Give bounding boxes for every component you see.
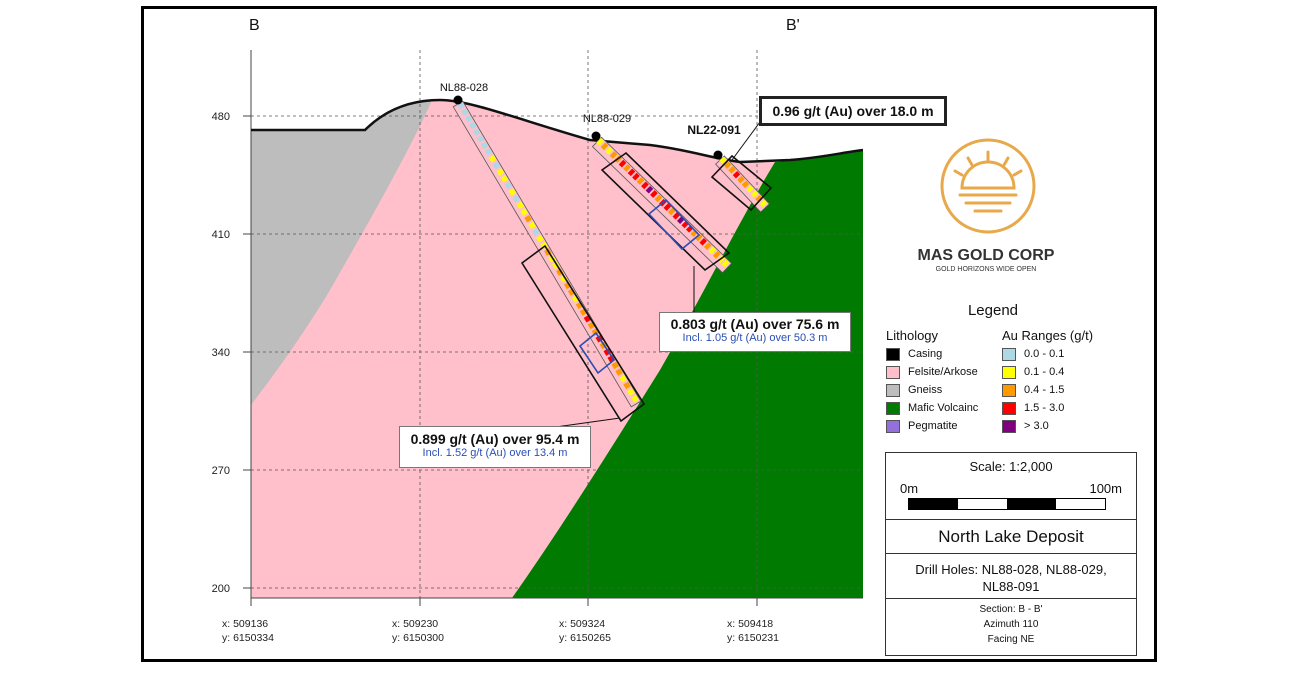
lithology-legend-swatch [886,365,900,379]
topography-line [251,98,864,164]
au-legend-swatch [1002,383,1016,397]
lithology-legend-swatch [886,401,900,415]
y-tick-label: 480 [212,111,230,123]
callout-text: 0.803 g/t (Au) over 75.6 m [670,316,840,332]
collar-nl22-091 [713,150,723,160]
mafic-volcanic-zone [512,150,863,598]
deposit-name: North Lake Deposit [938,527,1084,546]
facing-text: Facing NE [987,634,1035,645]
intercept-boxes [520,151,773,423]
lithology-legend-swatch [886,347,900,361]
section-label-right: B' [786,17,800,34]
intercept-callout-nl22-091: 0.96 g/t (Au) over 18.0 m [759,96,947,126]
y-tick-label: 270 [212,465,230,477]
callout-subtext: Incl. 1.05 g/t (Au) over 50.3 m [682,332,828,344]
x-tick-label: y: 6150300 [392,632,444,644]
scale-right-label: 100m [1089,481,1122,496]
au-legend-label: 0.4 - 1.5 [1024,384,1065,396]
hole-label-nl88-028: NL88-028 [440,82,488,94]
legend-lithology-title: Lithology [886,328,939,343]
lithology-legend-label: Felsite/Arkose [908,366,978,378]
scale-bar [908,498,1106,510]
x-tick-label: y: 6150334 [222,632,274,644]
scale-left-label: 0m [900,481,919,496]
au-legend-item: 0.4 - 1.5 [1002,381,1064,399]
x-tick-label: x: 509324 [559,618,605,630]
y-tick-label: 340 [212,347,230,359]
gneiss-zone [251,100,432,405]
au-legend-item: > 3.0 [1002,417,1064,435]
x-tick-label: y: 6150265 [559,632,611,644]
legend: Legend Lithology Au Ranges (g/t) Casing F… [886,300,1142,440]
callout-text: 0.899 g/t (Au) over 95.4 m [410,431,580,447]
x-tick-label: y: 6150231 [727,632,779,644]
scale-text: Scale: 1:2,000 [969,459,1053,474]
au-legend-item: 0.1 - 0.4 [1002,363,1064,381]
info-panel: Scale: 1:2,000 0m 100m North Lake Deposi… [885,452,1137,656]
x-tick-label: x: 509418 [727,618,773,630]
company-tagline: GOLD HORIZONS WIDE OPEN [936,266,1037,273]
au-legend-swatch [1002,347,1016,361]
lithology-legend-item: Casing [886,345,978,363]
au-legend-item: 1.5 - 3.0 [1002,399,1064,417]
intercept-callout-nl88-029: 0.803 g/t (Au) over 75.6 m Incl. 1.05 g/… [659,312,851,352]
hole-label-nl22-091: NL22-091 [687,123,741,137]
lithology-legend-label: Pegmatite [908,420,958,432]
lithology-legend-item: Pegmatite [886,417,978,435]
collar-nl88-028 [453,95,463,105]
lithology-legend-item: Mafic Volcainc [886,399,978,417]
au-legend-label: 0.0 - 0.1 [1024,348,1065,360]
collar-nl88-029 [591,131,601,141]
y-tick-label: 200 [212,583,230,595]
au-legend-swatch [1002,365,1016,379]
intercept-callout-nl88-028: 0.899 g/t (Au) over 95.4 m Incl. 1.52 g/… [399,426,591,468]
section-label-left: B [249,17,260,34]
sun-logo-icon [940,138,1036,234]
legend-au-title: Au Ranges (g/t) [1002,328,1094,343]
au-legend-swatch [1002,401,1016,415]
au-legend-label: 1.5 - 3.0 [1024,402,1065,414]
y-tick-label: 410 [212,229,230,241]
callout-text: 0.96 g/t (Au) over 18.0 m [772,103,934,119]
x-tick-label: x: 509230 [392,618,438,630]
au-legend-label: 0.1 - 0.4 [1024,366,1065,378]
callout-subtext: Incl. 1.52 g/t (Au) over 13.4 m [422,447,568,459]
lithology-legend-swatch [886,419,900,433]
au-legend-item: 0.0 - 0.1 [1002,345,1064,363]
drill-holes-line1: Drill Holes: NL88-028, NL88-029, [915,562,1107,577]
lithology-legend-item: Felsite/Arkose [886,363,978,381]
azimuth-text: Azimuth 110 [983,619,1039,630]
lithology-legend-swatch [886,383,900,397]
au-legend-label: > 3.0 [1024,420,1049,432]
lithology-legend-item: Gneiss [886,381,978,399]
lithology-legend-label: Gneiss [908,384,943,396]
lithology-legend-label: Mafic Volcainc [908,402,979,414]
x-tick-label: x: 509136 [222,618,268,630]
hole-label-nl88-029: NL88-029 [583,113,631,125]
company-name: MAS GOLD CORP [918,247,1055,264]
lithology-legend-label: Casing [908,348,943,360]
drill-holes-line2: NL88-091 [982,579,1040,594]
au-legend-swatch [1002,419,1016,433]
section-text: Section: B - B' [979,604,1043,615]
legend-title: Legend [967,302,1019,319]
